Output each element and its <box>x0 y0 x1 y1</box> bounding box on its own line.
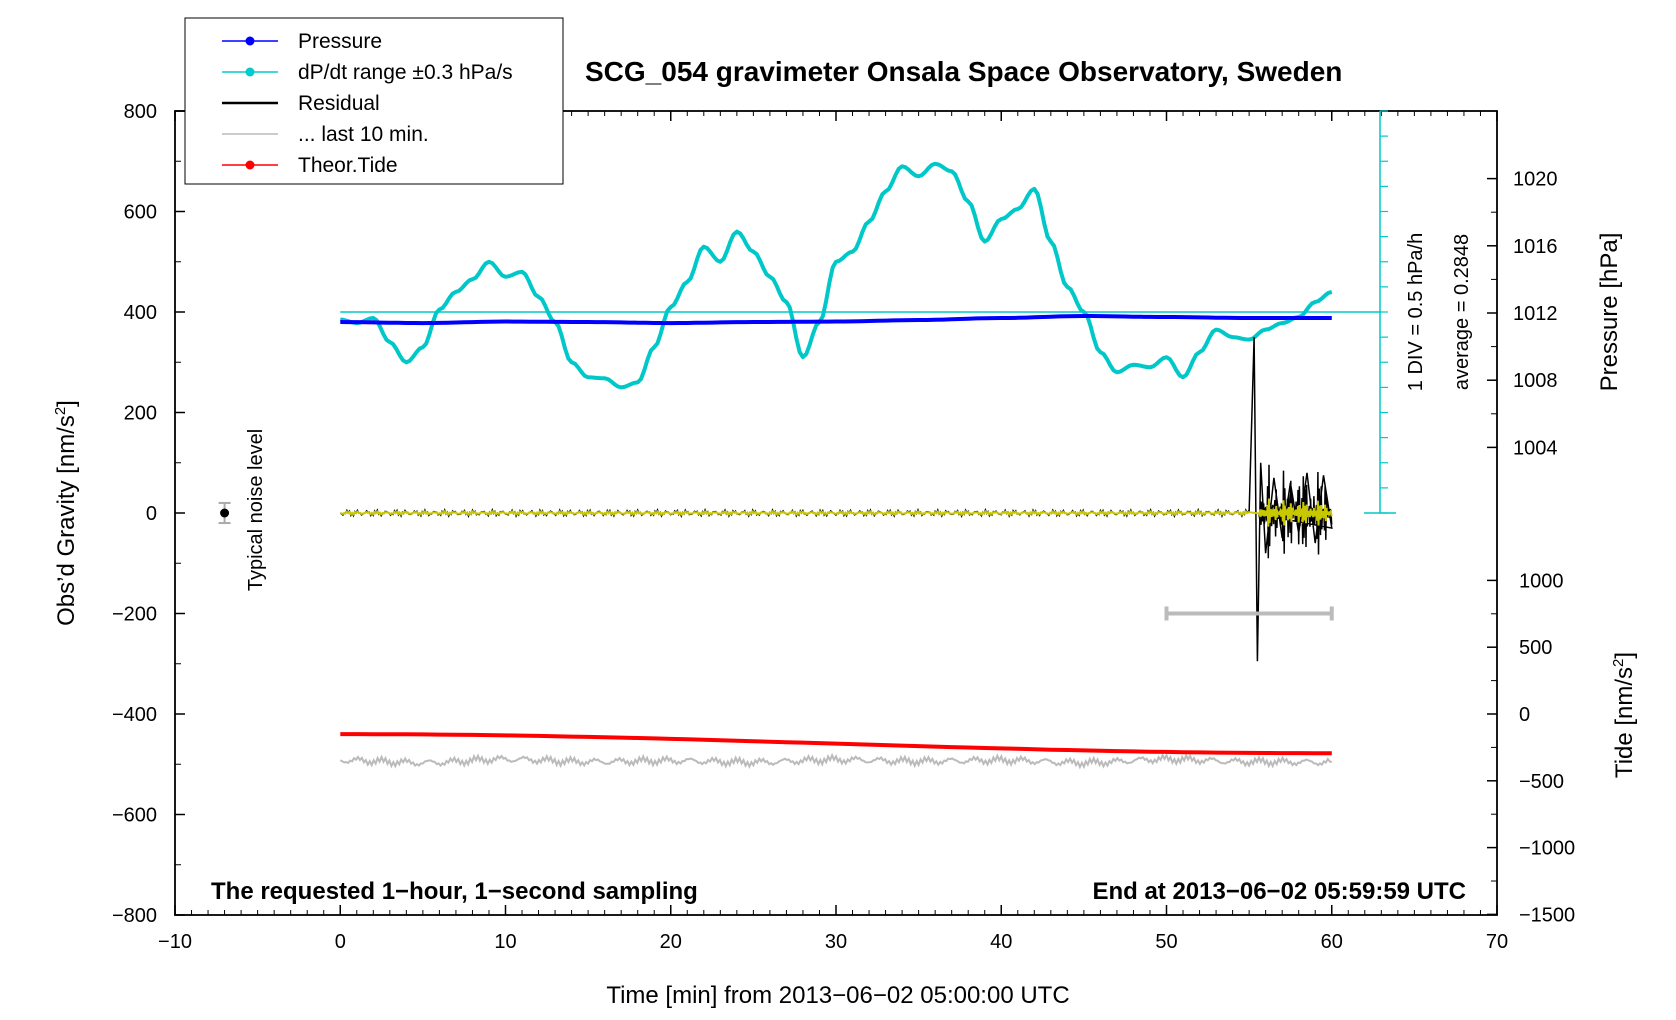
tide-tick-label: 500 <box>1519 637 1552 659</box>
pressure-axis-ticks: 1004 1008 1012 1016 1020 <box>1487 169 1558 459</box>
x-tick-label: 30 <box>825 931 847 953</box>
y-tick-label: −200 <box>112 604 157 626</box>
last-10-min-series <box>339 752 1333 770</box>
last-10-min-range-bar <box>1164 606 1334 621</box>
pressure-tick-label: 1004 <box>1513 437 1558 459</box>
scale-div-label: 1 DIV = 0.5 hPa/h <box>1405 233 1427 391</box>
legend-label: ... last 10 min. <box>298 123 429 146</box>
tide-axis-ticks: −1500 −1000 −500 0 500 1000 <box>1487 570 1575 926</box>
pressure-axis-title: Pressure [hPa] <box>1596 233 1623 392</box>
y-tick-label: 600 <box>124 202 157 224</box>
pressure-tick-label: 1020 <box>1513 169 1558 191</box>
x-tick-label: 20 <box>660 931 682 953</box>
y-tick-label: 0 <box>146 503 157 525</box>
legend-box <box>184 17 564 185</box>
tide-tick-label: 1000 <box>1519 570 1564 592</box>
x-axis-title: Time [min] from 2013−06−02 05:00:00 UTC <box>606 982 1069 1009</box>
pressure-tick-label: 1008 <box>1513 370 1558 392</box>
theoretical-tide-series <box>340 732 1332 756</box>
legend-label: Residual <box>298 92 380 115</box>
legend-marker <box>245 67 255 77</box>
pressure-series <box>340 314 1332 326</box>
chart-title: SCG_054 gravimeter Onsala Space Observat… <box>585 56 1342 87</box>
noise-level-marker <box>218 501 231 525</box>
y-axis-ticks: −800 −600 −400 −200 0 200 400 600 800 <box>112 101 185 927</box>
pressure-tick-label: 1012 <box>1513 303 1558 325</box>
legend-marker <box>245 36 255 46</box>
x-tick-label: 10 <box>494 931 516 953</box>
y-axis-title-close: ] <box>53 400 80 407</box>
sampling-note: The requested 1−hour, 1−second sampling <box>211 878 698 905</box>
legend: Pressure dP/dt range ±0.3 hPa/s Residual..… <box>184 17 564 185</box>
tide-axis-title: Tide [nm/s2] <box>1610 652 1638 778</box>
x-axis-ticks: −10 0 10 20 30 40 50 60 70 <box>158 111 1508 953</box>
y-axis-title-sup: 2 <box>52 407 69 415</box>
tide-tick-label: −500 <box>1519 771 1564 793</box>
y-tick-label: 200 <box>124 403 157 425</box>
x-tick-label: −10 <box>158 931 192 953</box>
tide-tick-label: 0 <box>1519 704 1530 726</box>
legend-label: Theor.Tide <box>298 154 398 177</box>
tide-axis-title-main: Tide [nm/s <box>1611 667 1638 778</box>
average-label: average = 0.2848 <box>1451 234 1473 390</box>
end-time-note: End at 2013−06−02 05:59:59 UTC <box>1092 878 1466 905</box>
y-tick-label: −600 <box>112 805 157 827</box>
tide-axis-title-sup: 2 <box>1610 659 1627 667</box>
noise-point <box>220 508 230 518</box>
x-tick-label: 0 <box>335 931 346 953</box>
residual-smoothed-series <box>340 498 1333 527</box>
legend-marker <box>245 160 255 170</box>
y-tick-label: 800 <box>124 101 157 123</box>
tide-axis-title-close: ] <box>1611 652 1638 659</box>
x-tick-label: 40 <box>990 931 1012 953</box>
noise-level-label: Typical noise level <box>245 429 267 591</box>
pressure-tick-label: 1016 <box>1513 236 1558 258</box>
x-tick-label: 60 <box>1321 931 1343 953</box>
y-axis-title-main: Obs’d Gravity [nm/s <box>53 415 80 626</box>
legend-label: Pressure <box>298 30 382 53</box>
y-tick-label: −800 <box>112 905 157 927</box>
tide-tick-label: −1000 <box>1519 838 1575 860</box>
dpdt-series <box>340 161 1333 390</box>
y-axis-title: Obs’d Gravity [nm/s2] <box>52 400 80 626</box>
legend-label: dP/dt range ±0.3 hPa/s <box>298 61 513 84</box>
y-tick-label: 400 <box>124 302 157 324</box>
tide-tick-label: −1500 <box>1519 904 1575 926</box>
x-tick-label: 70 <box>1486 931 1508 953</box>
y-tick-label: −400 <box>112 704 157 726</box>
x-tick-label: 50 <box>1155 931 1177 953</box>
